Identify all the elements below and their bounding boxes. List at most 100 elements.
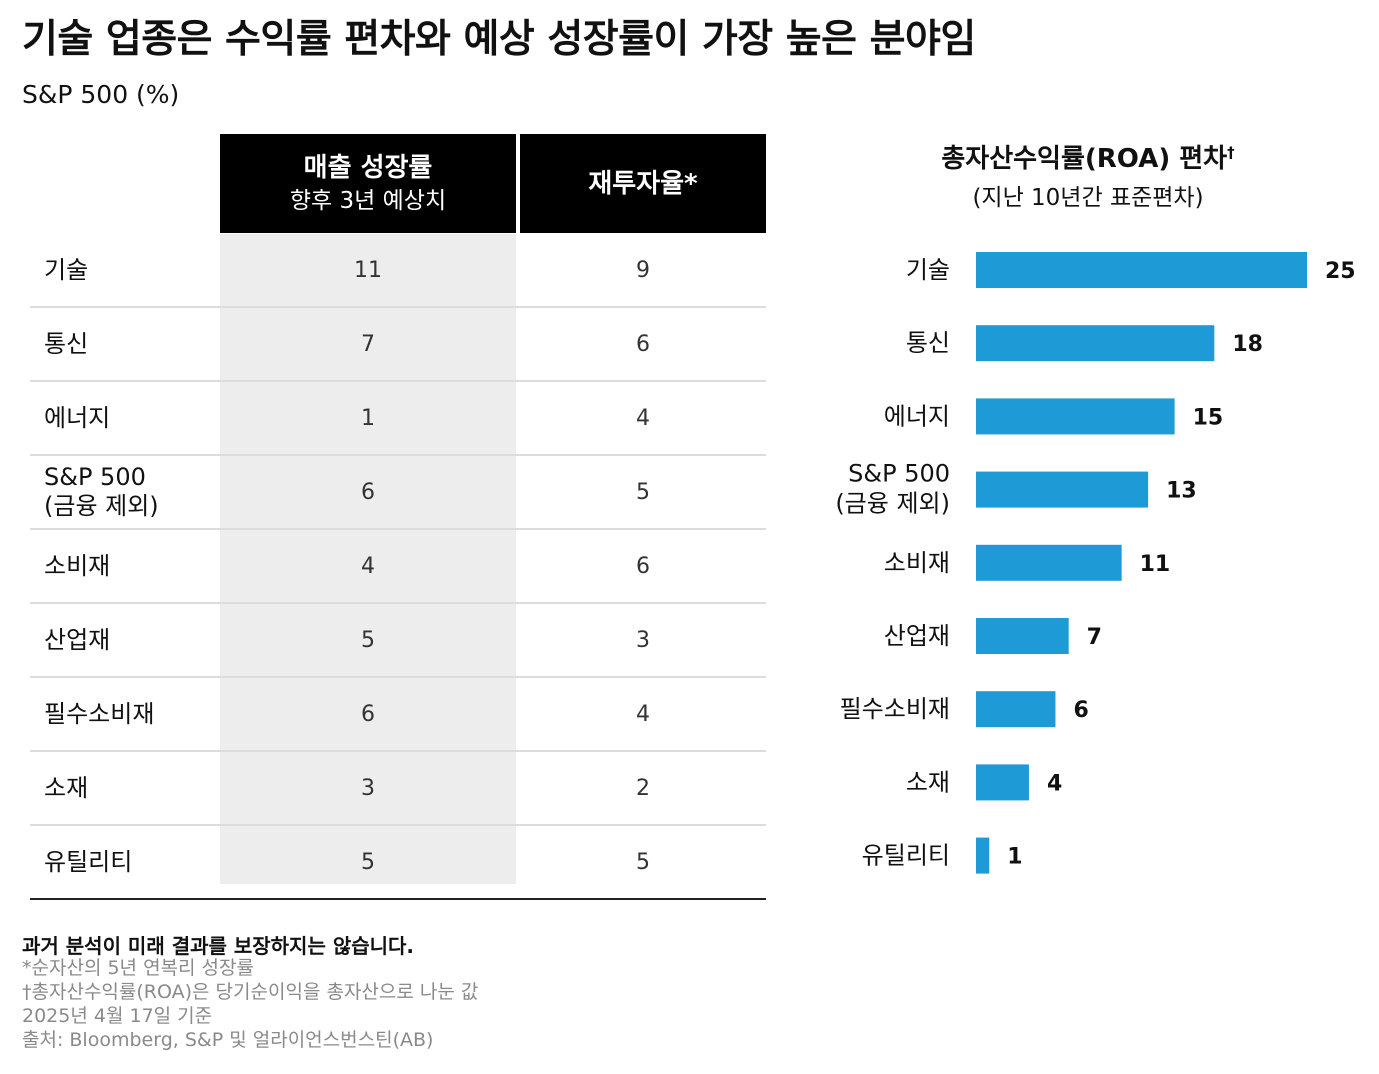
revenue-growth-value: 4 xyxy=(361,553,375,579)
bar-category-label: 통신 xyxy=(906,329,950,357)
bar xyxy=(976,764,1029,801)
bar-value-label: 4 xyxy=(1047,771,1062,796)
reinvestment-rate-value: 2 xyxy=(636,775,650,801)
reinvestment-rate-value: 5 xyxy=(636,849,650,875)
table-row: 기술 11 9 xyxy=(30,234,766,308)
sector-name-line: 통신 xyxy=(44,329,89,358)
table-row: 에너지 1 4 xyxy=(30,382,766,456)
page-title: 기술 업종은 수익률 편차와 예상 성장률이 가장 높은 분야임 xyxy=(22,17,976,62)
sector-name: 필수소비재 xyxy=(44,678,154,750)
sector-name-line: S&P 500 xyxy=(44,463,146,491)
bar-category-label-line: 유틸리티 xyxy=(862,842,950,870)
growth-column-shade xyxy=(220,234,516,884)
bar-value-label: 25 xyxy=(1325,259,1356,284)
revenue-growth-value: 7 xyxy=(361,331,375,357)
sector-name: 기술 xyxy=(44,234,88,306)
sector-name-line: 필수소비재 xyxy=(44,699,155,728)
table-row: 필수소비재 6 4 xyxy=(30,678,766,752)
bar-category-label-line: 소비재 xyxy=(884,549,950,577)
reinvestment-rate-value: 6 xyxy=(636,331,650,357)
bar-value-label: 11 xyxy=(1140,552,1171,577)
bar-category-label: S&P 500 (금융 제외) xyxy=(835,460,950,518)
chart-title-dagger: † xyxy=(1227,143,1235,162)
bar-value-label: 6 xyxy=(1073,698,1088,723)
bar xyxy=(976,471,1149,508)
table-row: 소재 3 2 xyxy=(30,752,766,826)
sector-name-line: 소재 xyxy=(44,773,89,802)
reinvestment-rate-value: 6 xyxy=(636,553,650,579)
bar-value-label: 15 xyxy=(1193,405,1224,430)
reinvestment-rate-value: 4 xyxy=(636,405,650,431)
bar xyxy=(976,691,1056,728)
sector-name-line: 소비재 xyxy=(44,551,111,580)
bar xyxy=(976,837,990,874)
reinvestment-rate-value: 5 xyxy=(636,479,650,505)
footnote-line: †총자산수익률(ROA)은 당기순이익을 총자산으로 나눈 값 xyxy=(22,981,479,1003)
chart-title: 총자산수익률(ROA) 편차† xyxy=(870,138,1306,175)
header-reinvestment-rate: 재투자율* xyxy=(520,134,766,233)
table-row: 통신 7 6 xyxy=(30,308,766,382)
revenue-growth-value: 6 xyxy=(361,479,375,505)
sector-table: 매출 성장률 향후 3년 예상치 재투자율* 기술 11 9 통신 7 6 에너지 1 4 S&P… xyxy=(30,134,766,900)
revenue-growth-value: 1 xyxy=(361,405,375,431)
sector-name: 에너지 xyxy=(44,382,110,454)
disclaimer: 과거 분석이 미래 결과를 보장하지는 않습니다. xyxy=(22,934,415,958)
sector-name: S&P 500 (금융 제외) xyxy=(44,456,159,528)
sector-name: 산업재 xyxy=(44,604,110,676)
bar-category-label-line: 통신 xyxy=(906,329,950,357)
table-row: 산업재 5 3 xyxy=(30,604,766,678)
revenue-growth-value: 5 xyxy=(361,627,375,653)
header-revenue-growth: 매출 성장률 향후 3년 예상치 xyxy=(220,134,516,233)
footnote-line: 출처: Bloomberg, S&P 및 얼라이언스번스틴(AB) xyxy=(22,1029,434,1051)
bar-value-label: 18 xyxy=(1232,332,1263,357)
header-revenue-growth-title: 매출 성장률 xyxy=(303,152,433,183)
bar-category-label-line: 기술 xyxy=(906,256,950,284)
bar-category-label-line: 소재 xyxy=(906,768,950,796)
page-subtitle: S&P 500 (%) xyxy=(22,80,180,109)
bar xyxy=(976,618,1069,654)
reinvestment-rate-value: 4 xyxy=(636,701,650,727)
bar xyxy=(976,252,1307,288)
bar-category-label-line: S&P 500 xyxy=(848,460,950,488)
sector-name-line: 에너지 xyxy=(44,403,111,432)
bar-category-label: 소재 xyxy=(906,768,950,796)
bar-category-label-line: 필수소비재 xyxy=(840,695,950,723)
bar-category-label: 소비재 xyxy=(884,549,950,577)
reinvestment-rate-value: 3 xyxy=(636,627,650,653)
revenue-growth-value: 5 xyxy=(361,849,375,875)
header-reinvestment-rate-title: 재투자율* xyxy=(588,168,698,199)
table-row: 유틸리티 5 5 xyxy=(30,826,766,900)
sector-name-line: 산업재 xyxy=(44,625,111,654)
bar-value-label: 7 xyxy=(1087,625,1102,650)
sector-name: 유틸리티 xyxy=(44,826,132,898)
table-row: S&P 500 (금융 제외) 6 5 xyxy=(30,456,766,530)
revenue-growth-value: 11 xyxy=(354,257,382,283)
bar-category-label: 필수소비재 xyxy=(840,695,950,723)
reinvestment-rate-value: 9 xyxy=(636,257,650,283)
sector-name: 소비재 xyxy=(44,530,110,602)
table-row: 소비재 4 6 xyxy=(30,530,766,604)
bar-value-label: 1 xyxy=(1007,845,1022,870)
sector-name-line: 유틸리티 xyxy=(44,847,133,876)
bar xyxy=(976,398,1175,435)
revenue-growth-value: 6 xyxy=(361,701,375,727)
roa-deviation-bar-chart: 기술 25 통신 18 에너지 15 S&P 500 (금융 제외) 13 소비재 11 산업재 7 필수… xyxy=(835,252,1356,874)
header-revenue-growth-subtitle: 향후 3년 예상치 xyxy=(289,187,447,214)
sector-name: 통신 xyxy=(44,308,88,380)
sector-name: 소재 xyxy=(44,752,88,824)
bar-category-label-line: 산업재 xyxy=(884,622,950,650)
bar-category-label: 에너지 xyxy=(884,402,950,430)
sector-name-line: 기술 xyxy=(44,255,89,284)
footnote-line: 2025년 4월 17일 기준 xyxy=(22,1005,213,1027)
footnotes: *순자산의 5년 연복리 성장률 †총자산수익률(ROA)은 당기순이익을 총자산… xyxy=(22,956,478,1052)
chart-title-text: 총자산수익률(ROA) 편차 xyxy=(941,144,1228,174)
sector-name-line: (금융 제외) xyxy=(44,492,159,520)
chart-subtitle: (지난 10년간 표준편차) xyxy=(972,185,1204,211)
bar xyxy=(976,325,1215,362)
footnote-line: *순자산의 5년 연복리 성장률 xyxy=(22,957,254,979)
bar-category-label: 산업재 xyxy=(884,622,950,650)
bar xyxy=(976,544,1122,581)
revenue-growth-value: 3 xyxy=(361,775,375,801)
bar-category-label: 기술 xyxy=(906,256,950,284)
bar-category-label-line: (금융 제외) xyxy=(835,490,950,518)
